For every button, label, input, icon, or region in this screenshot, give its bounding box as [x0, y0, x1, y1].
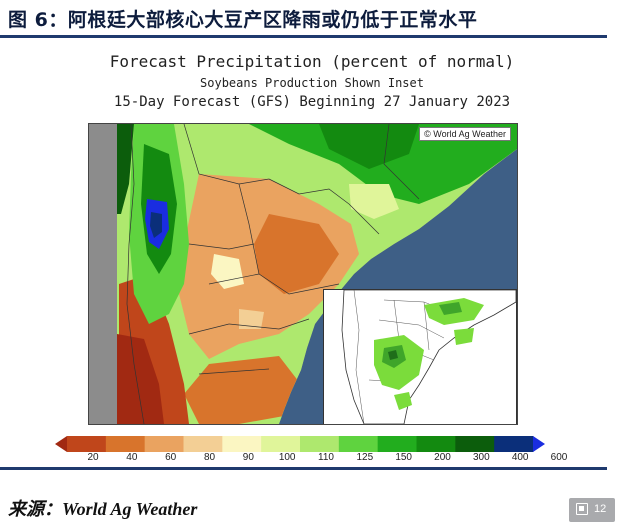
legend-tick-label: 600: [550, 452, 568, 463]
page-number: 12: [594, 503, 607, 515]
map-title: Forecast Precipitation (percent of norma…: [109, 52, 515, 71]
legend-tick-label: 400: [511, 452, 529, 463]
legend-cell: [67, 436, 107, 452]
soybean-production-inset: [323, 289, 517, 424]
legend-tick-label: 90: [242, 452, 254, 463]
legend-cell: [300, 436, 340, 452]
legend-tick-label: 300: [472, 452, 490, 463]
legend-cell: [261, 436, 301, 452]
legend-tick-label: 40: [126, 452, 138, 463]
legend-tick-label: 125: [356, 452, 374, 463]
legend-cell: [455, 436, 495, 452]
source-rule: [0, 467, 607, 470]
legend-cell: [494, 436, 534, 452]
legend-tick-label: 110: [318, 452, 334, 463]
map-credit: © World Ag Weather: [419, 127, 511, 141]
legend-cell: [416, 436, 456, 452]
soybean-inset-graphic: [324, 290, 516, 424]
legend-tick-label: 20: [87, 452, 99, 463]
precipitation-map: © World Ag Weather: [88, 123, 518, 425]
legend-cell: [338, 436, 379, 452]
figure-source: 来源：World Ag Weather: [8, 499, 198, 519]
map-forecast-period: 15-Day Forecast (GFS) Beginning 27 Janua…: [113, 94, 511, 110]
legend-cell: [144, 436, 184, 452]
legend-cell: [183, 436, 223, 452]
figure-title: 图 6：阿根廷大部核心大豆产区降雨或仍低于正常水平: [8, 9, 478, 31]
legend-cell: [377, 436, 417, 452]
map-subtitle: Soybeans Production Shown Inset: [200, 76, 424, 90]
legend-min-arrow: [55, 436, 67, 452]
precipitation-map-graphic: [89, 124, 517, 424]
legend-color-cells: [67, 436, 534, 452]
legend-colorbar: [55, 436, 545, 452]
title-rule: [0, 35, 607, 38]
legend-tick-label: 150: [395, 452, 412, 463]
legend-max-arrow: [533, 436, 545, 452]
legend-tick-label: 80: [203, 452, 216, 463]
page-icon: [576, 503, 588, 515]
legend-cell: [222, 436, 262, 452]
legend-tick-label: 100: [278, 452, 296, 463]
legend-tick-label: 60: [165, 452, 177, 463]
legend-tick-label: 200: [434, 452, 451, 463]
legend-cell: [105, 436, 146, 452]
page-badge: 12: [569, 498, 615, 522]
